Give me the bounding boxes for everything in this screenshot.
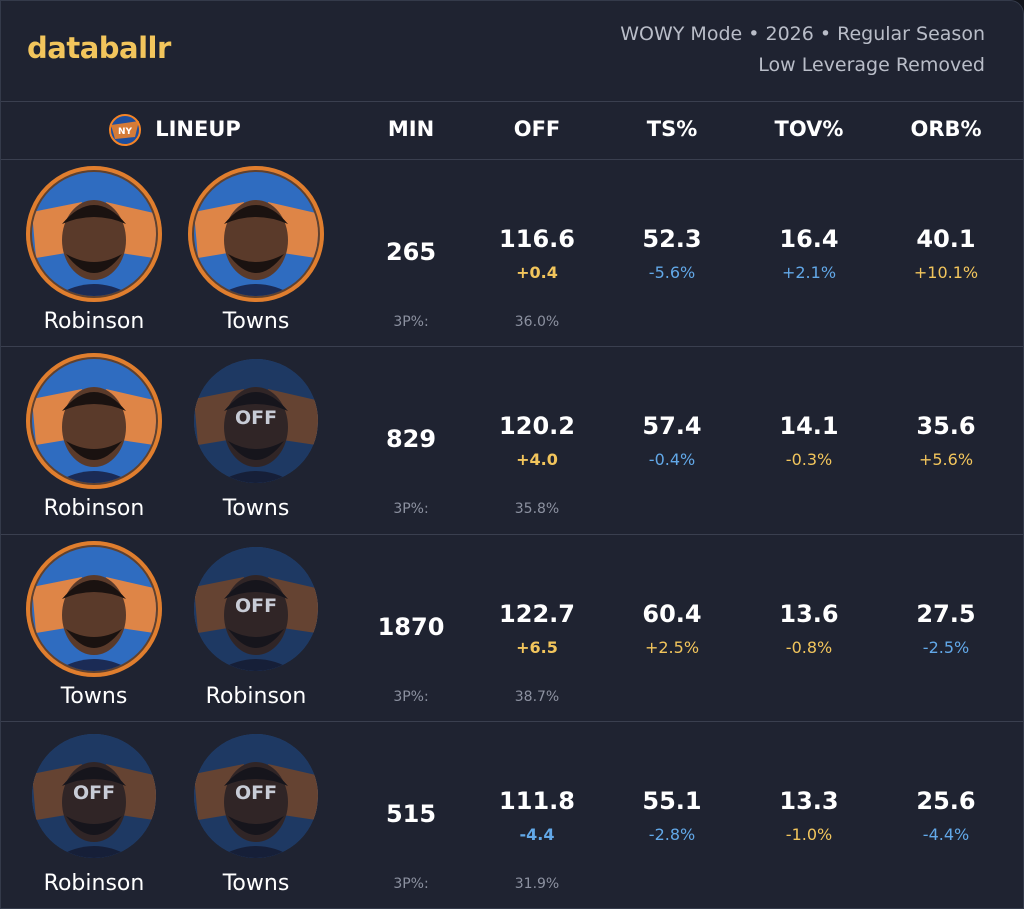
stat-value: 16.4 [779, 225, 839, 253]
player-name: Robinson [43, 309, 145, 334]
player-avatar [194, 733, 318, 858]
divider [1, 159, 1023, 160]
minutes: 1870 [377, 612, 445, 641]
three-label: 3P%: [393, 501, 429, 518]
stat-value: 57.4 [642, 412, 702, 441]
stat-delta: -5.6% [648, 263, 696, 282]
three-value: 38.7% [514, 688, 560, 705]
stat-delta: +2.5% [644, 637, 700, 657]
column-header: TOV% [774, 117, 844, 141]
stat-delta: +6.5 [516, 637, 558, 657]
player-name: Robinson [43, 870, 145, 896]
divider [1, 101, 1023, 102]
stat-value: 27.5 [916, 599, 976, 628]
off-label: OFF [72, 781, 116, 804]
svg-text:NY: NY [118, 127, 133, 137]
team-logo: NY [109, 114, 141, 146]
divider [1, 720, 1023, 722]
stat-value: 14.1 [779, 412, 839, 441]
stat-value: 111.8 [499, 786, 575, 815]
stat-delta: -2.5% [922, 637, 970, 657]
off-label: OFF [234, 594, 278, 617]
context: WOWY Mode • 2026 • Regular Season [620, 23, 985, 45]
player-avatar [32, 733, 156, 858]
player-name: Robinson [205, 683, 307, 709]
three-value: 35.8% [514, 501, 560, 518]
stat-delta: -0.3% [785, 450, 833, 470]
player-avatar [188, 166, 324, 302]
stat-delta: +0.4 [516, 263, 558, 282]
player-avatar [194, 359, 318, 484]
stat-value: 122.7 [499, 599, 575, 628]
column-header: LINEUP [155, 117, 241, 141]
column-header: OFF [513, 117, 561, 141]
column-header: TS% [646, 117, 698, 141]
stat-delta: -0.8% [785, 637, 833, 657]
column-header: ORB% [910, 117, 982, 141]
minutes: 829 [385, 425, 437, 454]
three-label: 3P%: [393, 875, 429, 892]
off-label: OFF [234, 781, 278, 804]
player-avatar [26, 353, 162, 490]
player-name: Towns [60, 683, 128, 709]
stat-value: 25.6 [916, 786, 976, 815]
divider [1, 346, 1023, 348]
player-name: Towns [222, 309, 290, 334]
off-label: OFF [234, 407, 278, 430]
player-avatar [26, 166, 162, 302]
stat-value: 40.1 [916, 225, 976, 253]
stat-value: 55.1 [642, 786, 702, 815]
three-label: 3P%: [393, 688, 429, 705]
player-name: Towns [222, 496, 290, 522]
stat-value: 120.2 [499, 412, 575, 441]
stat-value: 52.3 [642, 225, 702, 253]
three-value: 36.0% [514, 314, 560, 330]
stat-delta: +5.6% [918, 450, 974, 470]
stat-delta: -4.4% [922, 824, 970, 844]
minutes: 515 [385, 799, 437, 828]
divider [1, 533, 1023, 535]
stat-value: 13.3 [779, 786, 839, 815]
stat-delta: -1.0% [785, 824, 833, 844]
brand: databallr [27, 31, 171, 65]
stat-delta: +2.1% [781, 263, 837, 282]
stat-delta: -4.4 [519, 824, 555, 844]
player-name: Towns [222, 870, 290, 896]
stat-value: 13.6 [779, 599, 839, 628]
column-header: MIN [387, 117, 435, 141]
three-label: 3P%: [393, 314, 429, 330]
stat-delta: -2.8% [648, 824, 696, 844]
stat-value: 60.4 [642, 599, 702, 628]
stat-value: 35.6 [916, 412, 976, 441]
note: Low Leverage Removed [758, 54, 985, 76]
stat-delta: +4.0 [516, 450, 558, 470]
stat-delta: -0.4% [648, 450, 696, 470]
player-avatar [26, 540, 162, 677]
stat-delta: +10.1% [913, 263, 979, 282]
player-name: Robinson [43, 496, 145, 522]
three-value: 31.9% [514, 875, 560, 892]
minutes: 265 [385, 238, 437, 266]
player-avatar [194, 546, 318, 671]
stat-value: 116.6 [499, 225, 575, 253]
